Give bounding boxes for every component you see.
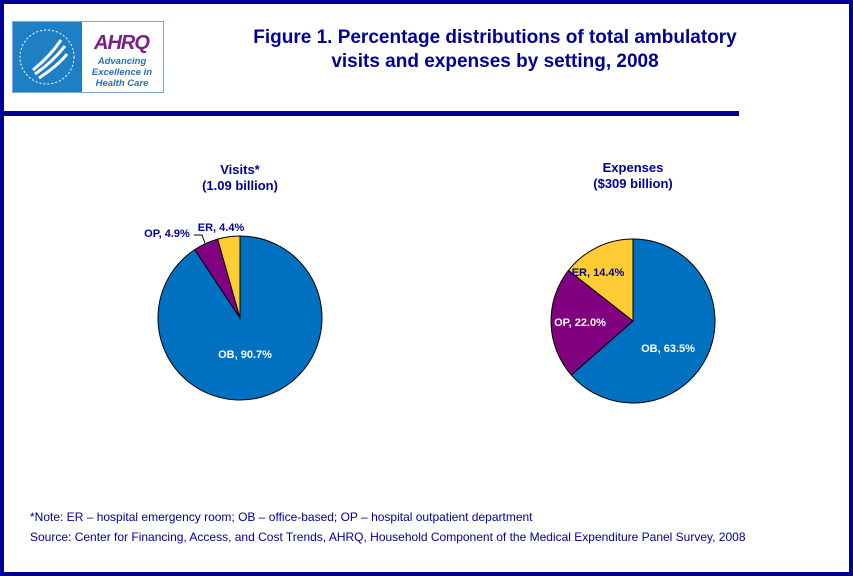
pie-slice-er <box>217 235 241 319</box>
visits-pie-title: Visits* (1.09 billion) <box>160 162 320 194</box>
visits-subtitle: (1.09 billion) <box>202 178 278 193</box>
source-note: Source: Center for Financing, Access, an… <box>30 530 746 544</box>
footnote: *Note: ER – hospital emergency room; OB … <box>30 510 533 524</box>
header-divider <box>4 111 739 116</box>
ahrq-logo: AHRQ Advancing Excellence in Health Care <box>12 21 164 93</box>
ahrq-tagline: Advancing Excellence in Health Care <box>91 56 153 89</box>
data-label-er: ER, 14.4% <box>572 267 625 279</box>
figure-title: Figure 1. Percentage distributions of to… <box>200 26 790 74</box>
title-line-1: Figure 1. Percentage distributions of to… <box>253 27 737 48</box>
pie-slice-op <box>550 269 634 376</box>
pie-slice-ob <box>570 238 716 404</box>
expenses-subtitle: ($309 billion) <box>593 176 673 191</box>
title-line-2: visits and expenses by setting, 2008 <box>331 51 659 72</box>
data-label-er: ER, 4.4% <box>198 222 245 234</box>
ahrq-wordmark: AHRQ <box>94 32 150 54</box>
leader-line-op <box>194 234 206 244</box>
visits-title: Visits* <box>220 162 260 177</box>
data-label-ob: OB, 90.7% <box>218 349 272 361</box>
expenses-title: Expenses <box>602 160 664 175</box>
data-label-ob: OB, 63.5% <box>641 343 695 355</box>
pie-slice-er <box>567 238 634 323</box>
expenses-pie-title: Expenses ($309 billion) <box>533 160 733 192</box>
data-label-op: OP, 22.0% <box>554 317 606 329</box>
data-label-op: OP, 4.9% <box>144 228 190 240</box>
hhs-seal-icon <box>13 22 82 92</box>
